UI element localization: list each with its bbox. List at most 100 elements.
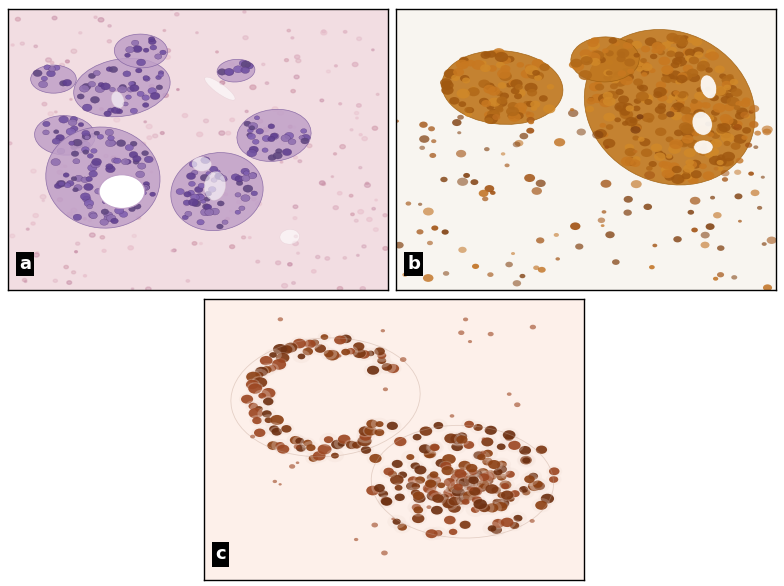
- Circle shape: [53, 66, 60, 70]
- Circle shape: [129, 152, 138, 158]
- Circle shape: [742, 97, 750, 104]
- Circle shape: [666, 111, 674, 117]
- Circle shape: [450, 414, 455, 418]
- Circle shape: [165, 55, 170, 59]
- Circle shape: [749, 110, 753, 114]
- Circle shape: [687, 36, 696, 43]
- Circle shape: [151, 93, 160, 100]
- Circle shape: [430, 527, 447, 540]
- Circle shape: [192, 200, 201, 207]
- Circle shape: [363, 425, 379, 437]
- Circle shape: [358, 350, 370, 359]
- Circle shape: [324, 436, 333, 443]
- Circle shape: [82, 104, 92, 111]
- Circle shape: [352, 348, 367, 359]
- Circle shape: [172, 249, 176, 252]
- Circle shape: [249, 383, 262, 394]
- Circle shape: [615, 76, 622, 81]
- Circle shape: [621, 156, 634, 166]
- Circle shape: [98, 83, 104, 87]
- Circle shape: [188, 181, 195, 186]
- Circle shape: [630, 159, 641, 167]
- Circle shape: [293, 205, 298, 209]
- Circle shape: [58, 181, 64, 186]
- Circle shape: [437, 482, 445, 488]
- Circle shape: [475, 479, 491, 490]
- Circle shape: [298, 353, 305, 359]
- Circle shape: [343, 30, 347, 33]
- Circle shape: [496, 98, 507, 107]
- Circle shape: [641, 148, 652, 157]
- Circle shape: [239, 206, 245, 210]
- Circle shape: [44, 65, 51, 70]
- Circle shape: [73, 139, 82, 146]
- Circle shape: [142, 185, 150, 190]
- Circle shape: [136, 216, 140, 219]
- Circle shape: [283, 342, 299, 353]
- Circle shape: [432, 492, 441, 498]
- Circle shape: [613, 75, 622, 82]
- Circle shape: [503, 430, 515, 440]
- Circle shape: [136, 59, 146, 66]
- Circle shape: [411, 462, 420, 469]
- Circle shape: [258, 393, 266, 398]
- Circle shape: [604, 145, 609, 149]
- Ellipse shape: [171, 152, 263, 231]
- Circle shape: [652, 42, 663, 49]
- Circle shape: [479, 98, 489, 105]
- Circle shape: [443, 515, 457, 526]
- Circle shape: [293, 156, 298, 159]
- Circle shape: [691, 99, 698, 104]
- Circle shape: [668, 144, 681, 154]
- Circle shape: [674, 130, 683, 136]
- Circle shape: [246, 372, 260, 382]
- Circle shape: [488, 87, 500, 96]
- Circle shape: [383, 419, 401, 432]
- Circle shape: [125, 90, 131, 93]
- Circle shape: [463, 491, 472, 498]
- Circle shape: [84, 195, 86, 197]
- Circle shape: [407, 486, 424, 499]
- Circle shape: [749, 121, 759, 128]
- Circle shape: [98, 18, 103, 22]
- Circle shape: [76, 242, 80, 245]
- Circle shape: [464, 421, 474, 428]
- Circle shape: [431, 478, 451, 492]
- Circle shape: [202, 204, 210, 209]
- Circle shape: [536, 237, 544, 244]
- Circle shape: [633, 79, 643, 86]
- Circle shape: [727, 85, 737, 93]
- Circle shape: [615, 102, 628, 112]
- Circle shape: [661, 65, 673, 74]
- Circle shape: [670, 76, 680, 83]
- Circle shape: [671, 103, 684, 112]
- Circle shape: [457, 484, 476, 498]
- Circle shape: [147, 136, 152, 139]
- Circle shape: [472, 450, 491, 464]
- Circle shape: [127, 87, 134, 92]
- Circle shape: [416, 229, 423, 234]
- Circle shape: [205, 209, 214, 216]
- Circle shape: [284, 343, 297, 353]
- Circle shape: [467, 485, 480, 494]
- Circle shape: [605, 50, 614, 56]
- Circle shape: [626, 63, 636, 70]
- Circle shape: [275, 149, 282, 154]
- Circle shape: [236, 180, 243, 186]
- Circle shape: [634, 60, 644, 67]
- Circle shape: [464, 488, 480, 499]
- Circle shape: [480, 64, 491, 72]
- Circle shape: [463, 483, 474, 490]
- Circle shape: [465, 481, 476, 489]
- Circle shape: [53, 280, 57, 282]
- Circle shape: [307, 444, 316, 451]
- Circle shape: [458, 331, 464, 335]
- Circle shape: [263, 128, 269, 132]
- Circle shape: [631, 180, 642, 188]
- Circle shape: [288, 139, 296, 145]
- Circle shape: [218, 69, 227, 75]
- Circle shape: [40, 195, 46, 199]
- Circle shape: [50, 62, 54, 64]
- Circle shape: [42, 121, 50, 127]
- Circle shape: [326, 70, 330, 73]
